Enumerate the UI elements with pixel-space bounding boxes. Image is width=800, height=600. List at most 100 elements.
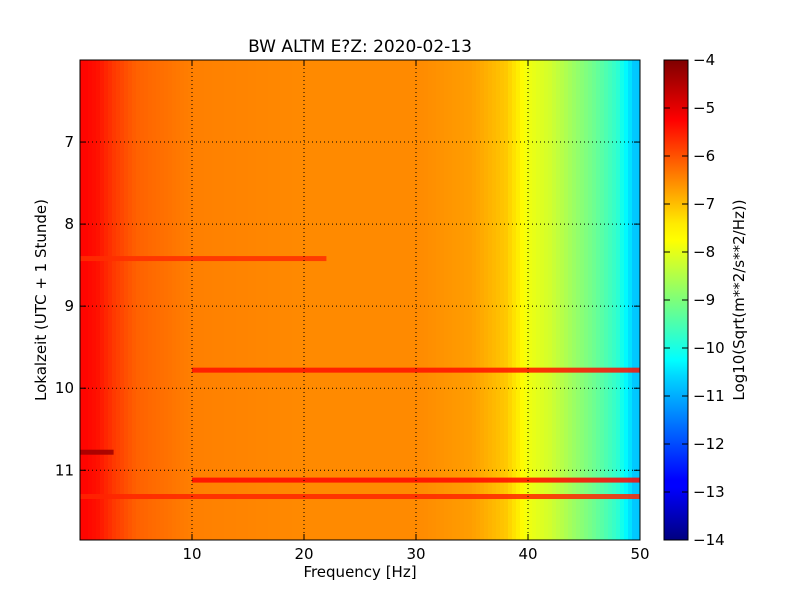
heatmap-column [124, 60, 129, 540]
heatmap-column [416, 60, 421, 540]
heatmap-column [440, 60, 445, 540]
heatmap-column [392, 60, 397, 540]
x-tick-label: 50 [630, 545, 649, 563]
heatmap-column [340, 60, 345, 540]
heatmap-column [400, 60, 405, 540]
heatmap-column [304, 60, 309, 540]
heatmap-column [284, 60, 289, 540]
heatmap-column [216, 60, 221, 540]
heatmap-column [368, 60, 373, 540]
heatmap-column [196, 60, 201, 540]
heatmap-column [108, 60, 113, 540]
colorbar-tick-label: −4 [693, 51, 715, 69]
heatmap-column [200, 60, 205, 540]
heatmap-column [184, 60, 189, 540]
heatmap-column [288, 60, 293, 540]
heatmap-band [80, 494, 640, 500]
heatmap-column [492, 60, 497, 540]
heatmap-column [276, 60, 281, 540]
heatmap-column [584, 60, 589, 540]
heatmap-column [352, 60, 357, 540]
heatmap-column [224, 60, 229, 540]
colorbar-ticks: −4 −5 −6 −7 −8 −9 −10 −11 −12 −13 −14 [664, 51, 725, 549]
x-tick-label: 40 [518, 545, 537, 563]
heatmap-column [396, 60, 401, 540]
heatmap-column [504, 60, 509, 540]
heatmap-column [348, 60, 353, 540]
heatmap-column [488, 60, 493, 540]
heatmap-column [208, 60, 213, 540]
colorbar-tick-label: −8 [693, 243, 715, 261]
heatmap-column [188, 60, 193, 540]
colorbar-tick-label: −11 [693, 387, 725, 405]
heatmap-column [444, 60, 449, 540]
heatmap-column [548, 60, 553, 540]
heatmap-column [596, 60, 601, 540]
heatmap-column [428, 60, 433, 540]
x-axis-label: Frequency [Hz] [303, 563, 416, 581]
heatmap-column [520, 60, 525, 540]
heatmap-column [268, 60, 273, 540]
heatmap-column [264, 60, 269, 540]
heatmap-column [204, 60, 209, 540]
heatmap-column [412, 60, 417, 540]
heatmap-column [372, 60, 377, 540]
heatmap-column [156, 60, 161, 540]
heatmap-column [96, 60, 101, 540]
heatmap-column [624, 60, 629, 540]
heatmap-column [460, 60, 465, 540]
heatmap-column [144, 60, 149, 540]
heatmap-column [556, 60, 561, 540]
heatmap-column [248, 60, 253, 540]
heatmap-column [172, 60, 177, 540]
heatmap-column [604, 60, 609, 540]
colorbar-tick-label: −9 [693, 291, 715, 309]
heatmap-column [380, 60, 385, 540]
heatmap-column [332, 60, 337, 540]
heatmap-column [272, 60, 277, 540]
heatmap-column [160, 60, 165, 540]
heatmap-column [316, 60, 321, 540]
x-axis: 10 20 30 40 50 [182, 60, 650, 563]
heatmap-column [608, 60, 613, 540]
chart-title: BW ALTM E?Z: 2020-02-13 [248, 37, 472, 57]
heatmap-column [568, 60, 573, 540]
heatmap-column [516, 60, 521, 540]
heatmap-column [524, 60, 529, 540]
heatmap-column [88, 60, 93, 540]
heatmap-column [220, 60, 225, 540]
heatmap-column [104, 60, 109, 540]
heatmap-column [168, 60, 173, 540]
heatmap-column [132, 60, 137, 540]
heatmap-column [232, 60, 237, 540]
heatmap-column [476, 60, 481, 540]
heatmap-band [192, 367, 640, 373]
heatmap-column [588, 60, 593, 540]
heatmap-column [320, 60, 325, 540]
heatmap-column [148, 60, 153, 540]
heatmap-column [496, 60, 501, 540]
heatmap-column [376, 60, 381, 540]
heatmap-column [356, 60, 361, 540]
heatmap-column [164, 60, 169, 540]
heatmap-column [456, 60, 461, 540]
y-tick-label: 7 [64, 133, 74, 151]
heatmap-column [544, 60, 549, 540]
heatmap-column [292, 60, 297, 540]
heatmap-column [580, 60, 585, 540]
heatmap-column [536, 60, 541, 540]
heatmap-column [452, 60, 457, 540]
heatmap-column [468, 60, 473, 540]
heatmap-column [576, 60, 581, 540]
heatmap-column [84, 60, 89, 540]
y-tick-label: 9 [64, 297, 74, 315]
heatmap-columns [80, 60, 640, 540]
heatmap-column [260, 60, 265, 540]
heatmap-column [480, 60, 485, 540]
heatmap-column [560, 60, 565, 540]
heatmap-column [620, 60, 625, 540]
heatmap-column [236, 60, 241, 540]
heatmap-column [140, 60, 145, 540]
colorbar-tick-label: −6 [693, 147, 715, 165]
grid-lines [80, 60, 640, 540]
